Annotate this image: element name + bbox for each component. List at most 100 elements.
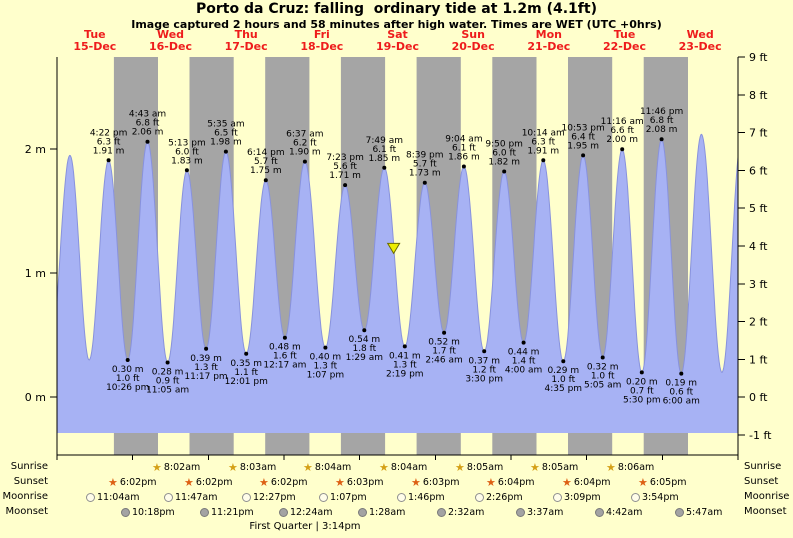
- astro-row-moonset-label-left: Moonset: [5, 506, 49, 517]
- low-tide-label: 0.32 m: [587, 363, 619, 373]
- sunrise-event: ★ 8:06am: [606, 461, 654, 474]
- y-axis-right-label: 0 ft: [749, 391, 768, 404]
- low-tide-label: 12:17 am: [263, 361, 306, 371]
- day-label-name: Thu: [235, 28, 258, 41]
- moonset-event: 3:37am: [516, 506, 563, 519]
- y-axis-right-label: 6 ft: [749, 164, 768, 177]
- day-label-name: Tue: [614, 28, 636, 41]
- low-tide-label: 0.28 m: [152, 367, 184, 377]
- day-label-date: 19-Dec: [376, 40, 419, 53]
- moonset-time: 10:18pm: [132, 507, 175, 518]
- high-tide-dot: [382, 165, 387, 170]
- sunset-event: ★ 6:03pm: [335, 476, 384, 489]
- moonrise-event: 3:09pm: [553, 491, 601, 504]
- moonrise-event: 11:47am: [164, 491, 217, 504]
- high-tide-label: 10:14 am: [522, 128, 565, 138]
- sunset-time: 6:04pm: [497, 477, 535, 488]
- astro-row-sunrise-label-left: Sunrise: [10, 461, 48, 472]
- moonrise-time: 1:46pm: [408, 492, 445, 503]
- moonrise-event: 12:27pm: [242, 491, 296, 504]
- sunset-event: ★ 6:03pm: [411, 476, 460, 489]
- low-tide-label: 0.39 m: [190, 354, 222, 364]
- moonrise-time: 11:04am: [97, 492, 140, 503]
- high-tide-label: 6.5 ft: [214, 129, 238, 139]
- sunset-event: ★ 6:02pm: [184, 476, 233, 489]
- y-axis-right-label: -1 ft: [749, 429, 772, 442]
- low-tide-label: 1.2 ft: [472, 365, 496, 375]
- moonrise-icon: [631, 493, 640, 502]
- high-tide-label: 6.6 ft: [610, 126, 634, 136]
- low-tide-label: 0.48 m: [269, 343, 301, 353]
- low-tide-label: 1.0 ft: [116, 374, 140, 384]
- low-tide-label: 0.37 m: [468, 356, 500, 366]
- astro-row-sunset-label-right: Sunset: [744, 476, 779, 487]
- low-tide-label: 1.3 ft: [194, 363, 218, 373]
- moonset-event: 2:32am: [437, 506, 484, 519]
- low-tide-label: 2:46 am: [425, 356, 462, 366]
- high-tide-label: 5.7 ft: [413, 160, 437, 170]
- y-axis-right-label: 3 ft: [749, 278, 768, 291]
- high-tide-dot: [263, 178, 268, 183]
- high-tide-label: 7:49 am: [366, 136, 403, 146]
- sunrise-event: ★ 8:05am: [455, 461, 503, 474]
- sunrise-event: ★ 8:04am: [303, 461, 351, 474]
- moonset-icon: [516, 508, 525, 517]
- low-tide-label: 1.0 ft: [591, 372, 615, 382]
- high-tide-label: 5.6 ft: [333, 162, 357, 172]
- sunset-time: 6:03pm: [422, 477, 460, 488]
- sunset-time: 6:04pm: [573, 477, 611, 488]
- moonrise-time: 3:54pm: [642, 492, 679, 503]
- sunrise-icon: ★: [606, 461, 616, 474]
- moonrise-icon: [397, 493, 406, 502]
- low-tide-label: 10:26 pm: [106, 383, 149, 393]
- low-tide-label: 0.44 m: [508, 348, 540, 358]
- low-tide-label: 2:19 pm: [386, 369, 424, 379]
- moonrise-time: 3:09pm: [564, 492, 601, 503]
- day-label-date: 22-Dec: [603, 40, 646, 53]
- sunset-event: ★ 6:04pm: [486, 476, 535, 489]
- page-subtitle: Image captured 2 hours and 58 minutes af…: [131, 18, 662, 31]
- sunset-icon: ★: [486, 476, 496, 489]
- sunrise-time: 8:06am: [617, 462, 655, 473]
- tide-curve: [56, 133, 739, 375]
- low-tide-label: 0.19 m: [665, 379, 697, 389]
- low-tide-label: 0.52 m: [428, 338, 460, 348]
- low-tide-dot: [482, 349, 487, 354]
- day-label-date: 23-Dec: [679, 40, 722, 53]
- astro-row-moonrise-label-left: Moonrise: [2, 491, 48, 502]
- astro-row-sunset-label-left: Sunset: [13, 476, 48, 487]
- high-tide-label: 5:35 am: [207, 120, 244, 130]
- moonrise-icon: [164, 493, 173, 502]
- sunrise-time: 8:04am: [390, 462, 428, 473]
- high-tide-dot: [184, 168, 189, 173]
- low-tide-dot: [244, 351, 249, 356]
- high-tide-label: 1.91 m: [93, 146, 125, 156]
- moonset-icon: [279, 508, 288, 517]
- moonrise-event: 11:04am: [86, 491, 139, 504]
- high-tide-label: 1.82 m: [488, 157, 520, 167]
- y-axis-right-label: 2 ft: [749, 316, 768, 329]
- high-tide-dot: [659, 137, 664, 142]
- high-tide-label: 6.3 ft: [97, 137, 121, 147]
- low-tide-dot: [125, 358, 130, 362]
- low-tide-dot: [282, 335, 287, 340]
- astro-row-moonset-label-right: Moonset: [744, 506, 787, 517]
- sunset-icon: ★: [638, 476, 648, 489]
- low-tide-label: 0.30 m: [112, 365, 144, 375]
- moonrise-time: 12:27pm: [253, 492, 296, 503]
- sunrise-time: 8:04am: [314, 462, 352, 473]
- high-tide-label: 4:43 am: [129, 110, 166, 120]
- low-tide-label: 1.4 ft: [512, 357, 536, 367]
- sunrise-icon: ★: [455, 461, 465, 474]
- low-tide-label: 4:00 am: [505, 366, 542, 376]
- moonset-time: 5:47am: [686, 507, 723, 518]
- moonrise-icon: [86, 493, 95, 502]
- high-tide-dot: [145, 139, 150, 144]
- low-tide-label: 0.54 m: [349, 335, 381, 345]
- y-axis-right-label: 9 ft: [749, 51, 768, 64]
- current-tide-marker-icon: [386, 242, 401, 255]
- high-tide-dot: [223, 149, 228, 154]
- moonset-time: 3:37am: [527, 507, 564, 518]
- high-tide-label: 1.83 m: [171, 156, 203, 166]
